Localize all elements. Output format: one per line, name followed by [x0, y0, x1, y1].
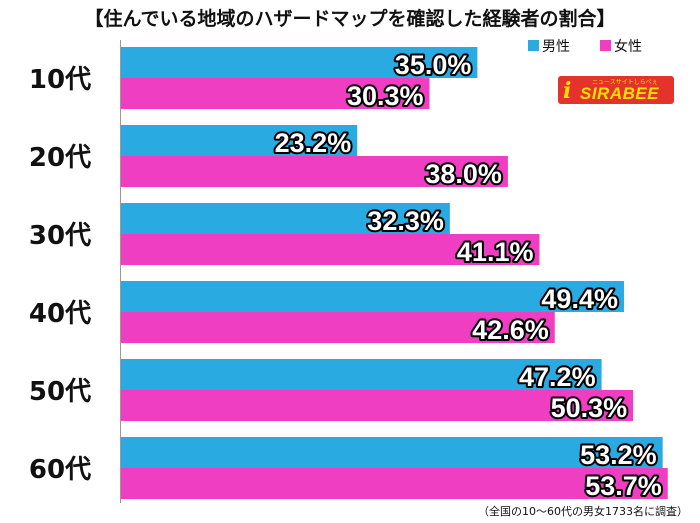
category-label: 60代 — [29, 455, 91, 485]
bar-male — [121, 203, 450, 234]
bars-group: 10代 35.0%30.3%20代 23.2%38.0%30代 32.3%41.1%4… — [29, 47, 668, 503]
category-label: 50代 — [29, 377, 91, 407]
data-label: 38.0% — [425, 159, 502, 189]
bar-female — [121, 156, 508, 187]
logo-word: SIRABEE — [580, 84, 660, 103]
sirabee-logo: ニュースサイトしらべぇ i SIRABEE — [558, 76, 674, 104]
data-label: 50.3% — [551, 393, 628, 423]
category-label: 30代 — [29, 221, 91, 251]
legend: 男性 女性 — [528, 38, 642, 55]
data-label: 47.2% — [519, 362, 596, 392]
data-label: 23.2% — [275, 128, 352, 158]
data-label: 30.3% — [347, 81, 424, 111]
legend-swatch — [528, 40, 539, 51]
bar-female — [121, 390, 634, 421]
chart-title: 【住んでいる地域のハザードマップを確認した経験者の割合】 — [84, 8, 616, 30]
bar-female — [121, 78, 430, 109]
category-label: 20代 — [29, 143, 91, 173]
data-label: 32.3% — [367, 206, 444, 236]
bar-male — [121, 125, 358, 156]
data-label: 53.2% — [580, 440, 657, 470]
category-label: 40代 — [29, 299, 91, 329]
logo-mark: i — [563, 78, 572, 104]
data-label: 35.0% — [395, 50, 472, 80]
category-label: 10代 — [29, 65, 91, 95]
data-label: 49.4% — [541, 284, 618, 314]
data-label: 42.6% — [472, 315, 549, 345]
legend-label: 女性 — [614, 38, 642, 55]
legend-swatch — [600, 40, 611, 51]
survey-footnote: （全国の10〜60代の男女1733名に調査） — [478, 505, 688, 518]
bar-female — [121, 234, 540, 265]
logo-tagline: ニュースサイトしらべぇ — [592, 79, 658, 86]
bar-male — [121, 281, 624, 312]
bar-female — [121, 312, 555, 343]
bar-male — [121, 359, 602, 390]
bar-male — [121, 437, 663, 468]
data-label: 41.1% — [457, 237, 534, 267]
bar-female — [121, 468, 668, 499]
data-label: 53.7% — [585, 471, 662, 501]
bar-male — [121, 47, 478, 78]
legend-label: 男性 — [542, 39, 570, 55]
